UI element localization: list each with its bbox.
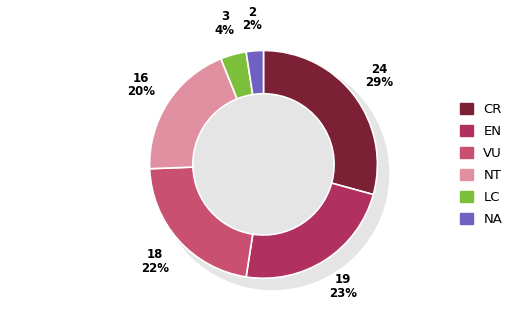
Text: 29%: 29% [365,76,394,89]
Text: 4%: 4% [215,24,235,37]
Text: 23%: 23% [329,287,357,300]
Text: 2: 2 [248,6,257,19]
Wedge shape [150,59,237,169]
Text: 19: 19 [335,274,351,286]
Ellipse shape [156,57,389,290]
Text: 3: 3 [221,10,229,24]
Wedge shape [264,51,377,195]
Text: 24: 24 [371,63,388,76]
Wedge shape [246,183,373,278]
Text: 18: 18 [147,248,163,261]
Text: 22%: 22% [141,262,169,275]
Text: 20%: 20% [127,86,155,98]
Text: 16: 16 [133,72,149,85]
Text: 2%: 2% [242,19,262,32]
Wedge shape [246,51,264,94]
Wedge shape [221,52,253,99]
Legend: CR, EN, VU, NT, LC, NA: CR, EN, VU, NT, LC, NA [460,103,502,226]
Wedge shape [150,167,253,277]
